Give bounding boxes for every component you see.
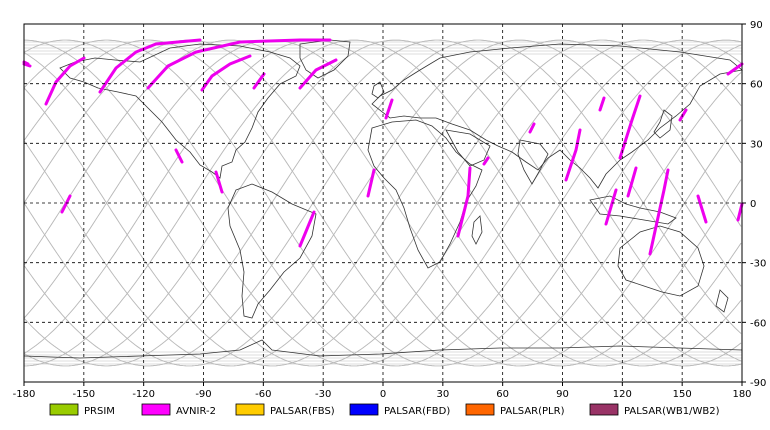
coastline-indonesia (589, 195, 677, 225)
avnir-segment (528, 122, 536, 134)
avnir-segment (726, 62, 744, 76)
x-tick-label: -180 (13, 389, 36, 400)
coastline-british-isles (371, 81, 385, 99)
coastline-africa (367, 119, 483, 269)
x-tick-label: 0 (380, 389, 386, 400)
y-tick-label: 0 (750, 199, 756, 210)
avnir-segment (298, 58, 338, 90)
avnir-segment (736, 202, 744, 222)
avnir-segment (44, 56, 86, 106)
avnir-segment (366, 168, 376, 198)
avnir-segment (384, 98, 394, 120)
coastline-japan (653, 109, 673, 139)
coastline-new-zealand (715, 289, 729, 313)
avnir-segment (174, 148, 184, 164)
y-tick-label: 60 (750, 80, 763, 91)
orbit-track (23, 39, 742, 367)
y-tick-label: -60 (750, 318, 766, 329)
avnir-segment (696, 194, 708, 224)
avnir-segment (200, 54, 252, 92)
avnir-segment (98, 38, 202, 94)
legend-label: AVNIR-2 (176, 406, 216, 417)
legend-swatch (589, 403, 619, 416)
y-tick-label: -30 (750, 259, 766, 270)
avnir-segment (252, 72, 266, 90)
x-tick-label: 30 (436, 389, 449, 400)
avnir-segment (22, 60, 30, 66)
x-tick-label: 180 (732, 389, 751, 400)
avnir-segment (482, 156, 490, 166)
avnir-2-segments (22, 38, 744, 256)
avnir-segment (60, 194, 72, 214)
legend-item: PALSAR(FBD) (349, 403, 450, 417)
avnir-segment (146, 38, 332, 90)
coastline-arabia (445, 129, 491, 167)
orbit-track (23, 39, 742, 367)
legend-label: PALSAR(FBS) (270, 406, 335, 417)
avnir-segment (678, 108, 688, 122)
x-tick-label: 120 (613, 389, 632, 400)
coastlines (23, 39, 743, 359)
x-tick-label: -30 (315, 389, 331, 400)
avnir-segment (564, 128, 582, 182)
avnir-segment (214, 170, 224, 194)
x-tick-label: 60 (496, 389, 509, 400)
y-tick-label: 30 (750, 139, 763, 150)
x-tick-label: -60 (255, 389, 271, 400)
legend-label: PALSAR(PLR) (500, 406, 565, 417)
map-background (24, 24, 742, 382)
x-tick-label: 90 (556, 389, 569, 400)
legend-swatch (235, 403, 265, 416)
coastline-antarctica (23, 339, 743, 359)
orbit-track (23, 39, 742, 367)
avnir-segment (618, 94, 642, 160)
coastline-greenland (299, 39, 351, 79)
orbit-track (23, 39, 742, 367)
avnir-segment (456, 166, 472, 238)
y-tick-label: 90 (750, 20, 763, 31)
orbit-track (23, 39, 742, 367)
avnir-segment (604, 188, 618, 226)
legend-item: AVNIR-2 (141, 403, 216, 417)
x-tick-label: -90 (195, 389, 211, 400)
longitude-axis: -180 -150 -120 -90 -60 -30 0 30 60 90 120 150 180 (13, 382, 752, 400)
legend-label: PALSAR(FBD) (384, 406, 450, 417)
coastline-madagascar (471, 215, 483, 245)
legend-item: PALSAR(PLR) (465, 403, 565, 417)
legend-label: PRSIM (84, 406, 115, 417)
x-tick-label: -120 (132, 389, 155, 400)
avnir-segment (598, 96, 606, 112)
y-tick-label: -90 (750, 378, 766, 389)
x-tick-label: 150 (673, 389, 692, 400)
legend-swatch (349, 403, 379, 416)
coastline-eurasia (371, 43, 743, 189)
avnir-segment (626, 166, 638, 198)
legend-swatch (465, 403, 495, 416)
legend-item: PALSAR(WB1/WB2) (589, 403, 720, 417)
latitude-axis: 90 60 30 0 -30 -60 -90 (742, 20, 766, 389)
coastline-south-america (227, 183, 317, 319)
legend-swatch (141, 403, 171, 416)
coastline-australia (617, 225, 705, 297)
avnir-segment (648, 168, 670, 256)
legend-item: PALSAR(FBS) (235, 403, 335, 417)
avnir-segment (298, 210, 316, 248)
legend-label: PALSAR(WB1/WB2) (624, 406, 720, 417)
coastline-north-america (59, 43, 301, 179)
legend-item: PRSIM (49, 403, 115, 417)
x-tick-label: -150 (72, 389, 95, 400)
orbit-track (23, 39, 742, 367)
legend-swatch (49, 403, 79, 416)
coastline-india (517, 139, 549, 185)
legend: PRSIM AVNIR-2 PALSAR(FBS) PALSAR(FBD) PALSAR… (49, 403, 720, 417)
